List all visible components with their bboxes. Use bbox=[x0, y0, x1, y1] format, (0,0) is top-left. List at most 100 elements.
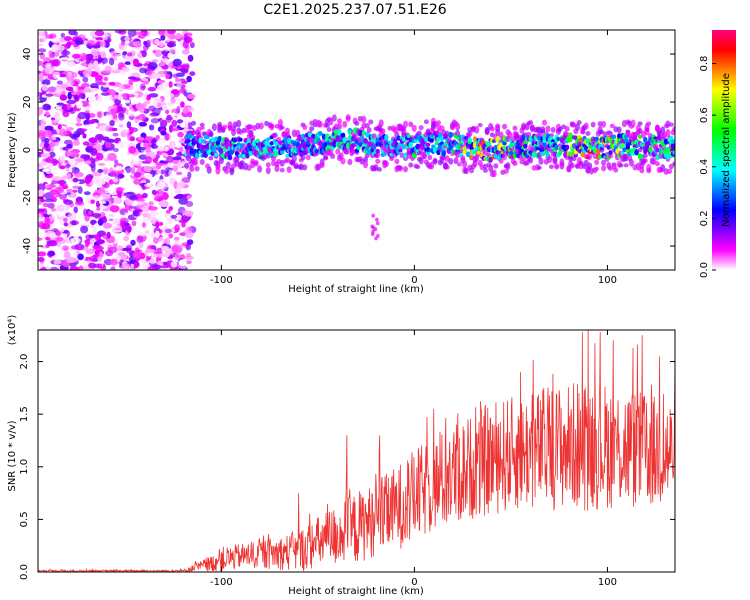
noise-blob bbox=[156, 181, 166, 190]
noise-blob bbox=[134, 247, 140, 254]
band-halo bbox=[274, 164, 280, 173]
noise-blob bbox=[78, 265, 84, 270]
noise-blob bbox=[40, 37, 47, 42]
noise-blob bbox=[38, 263, 42, 269]
noise-blob bbox=[90, 219, 97, 225]
band-cell bbox=[665, 153, 671, 160]
spectrogram-x-ticks: -100 0 100 bbox=[210, 30, 617, 286]
noise-blob bbox=[154, 230, 160, 239]
band-halo bbox=[458, 149, 464, 154]
band-halo bbox=[569, 162, 575, 169]
noise-blob bbox=[52, 210, 61, 215]
noise-blob bbox=[164, 87, 172, 94]
band-halo bbox=[456, 162, 462, 167]
band-cell bbox=[283, 136, 288, 143]
noise-blob bbox=[97, 168, 104, 173]
noise-blob bbox=[123, 212, 129, 217]
band-halo bbox=[512, 125, 518, 131]
noise-blob bbox=[171, 119, 178, 127]
noise-blob bbox=[143, 63, 149, 67]
band-halo bbox=[540, 126, 546, 133]
noise-blob bbox=[124, 99, 131, 104]
noise-blob bbox=[75, 158, 85, 163]
noise-blob bbox=[92, 244, 100, 249]
band-halo bbox=[536, 165, 542, 170]
band-halo bbox=[279, 125, 285, 130]
band-cell bbox=[592, 148, 598, 154]
noise-blob bbox=[187, 171, 192, 180]
snr-series-line bbox=[38, 330, 675, 572]
band-halo bbox=[576, 120, 582, 125]
band-halo bbox=[495, 123, 501, 129]
noise-blob bbox=[180, 122, 186, 128]
snr-y-tick-label: 0.5 bbox=[19, 511, 30, 527]
faint-feature bbox=[375, 217, 379, 222]
noise-blob bbox=[121, 263, 130, 270]
noise-blob bbox=[47, 202, 55, 209]
band-halo bbox=[354, 121, 360, 126]
noise-blob bbox=[180, 64, 188, 69]
noise-blob bbox=[85, 112, 91, 121]
noise-blob bbox=[97, 162, 106, 167]
noise-blob bbox=[130, 239, 136, 246]
noise-blob bbox=[115, 53, 125, 60]
noise-blob bbox=[167, 30, 176, 35]
band-cell bbox=[643, 136, 648, 143]
noise-blob bbox=[60, 57, 70, 61]
noise-blob bbox=[71, 220, 77, 226]
noise-blob bbox=[85, 109, 90, 114]
band-halo bbox=[347, 158, 353, 166]
noise-blob bbox=[63, 199, 73, 205]
band-cell bbox=[266, 137, 271, 142]
colorbar-tick-label: 0.8 bbox=[699, 56, 710, 72]
noise-blob bbox=[116, 186, 124, 195]
band-halo bbox=[489, 126, 495, 132]
noise-blob bbox=[95, 133, 104, 141]
band-cell bbox=[568, 132, 573, 139]
noise-blob bbox=[155, 221, 160, 229]
noise-blob bbox=[71, 167, 78, 171]
noise-blob bbox=[66, 80, 75, 86]
band-halo bbox=[415, 164, 421, 170]
noise-blob bbox=[63, 250, 71, 259]
band-halo bbox=[623, 163, 629, 168]
band-halo bbox=[616, 126, 622, 134]
band-halo bbox=[601, 120, 607, 128]
noise-blob bbox=[120, 71, 126, 76]
noise-blob bbox=[46, 210, 52, 216]
noise-blob bbox=[70, 237, 81, 244]
band-cell bbox=[194, 152, 200, 159]
band-cell bbox=[467, 137, 473, 143]
noise-blob bbox=[138, 154, 148, 160]
band-cell bbox=[425, 146, 431, 153]
noise-blob bbox=[94, 233, 100, 242]
noise-blob bbox=[88, 262, 97, 269]
band-halo bbox=[590, 121, 596, 128]
noise-blob bbox=[170, 97, 176, 104]
band-halo bbox=[672, 161, 675, 167]
noise-blob bbox=[146, 252, 154, 257]
noise-blob bbox=[124, 61, 131, 65]
noise-blob bbox=[48, 53, 56, 59]
noise-blob bbox=[45, 236, 51, 241]
noise-blob bbox=[136, 235, 144, 244]
noise-blob bbox=[93, 223, 100, 229]
band-halo bbox=[474, 125, 480, 134]
band-halo bbox=[397, 166, 403, 172]
noise-blob bbox=[180, 68, 189, 73]
noise-blob bbox=[176, 105, 181, 114]
noise-blob bbox=[52, 71, 61, 80]
band-halo bbox=[654, 161, 660, 167]
noise-blob bbox=[165, 209, 171, 214]
faint-feature bbox=[375, 221, 380, 226]
band-halo bbox=[236, 119, 242, 128]
noise-blob bbox=[59, 94, 68, 101]
noise-blob bbox=[62, 233, 68, 238]
noise-blob bbox=[95, 152, 104, 161]
noise-blob bbox=[112, 218, 121, 225]
noise-blob bbox=[89, 181, 95, 186]
noise-blob bbox=[114, 159, 119, 165]
noise-blob bbox=[128, 126, 134, 135]
noise-blob bbox=[174, 32, 183, 40]
noise-blob bbox=[51, 176, 62, 182]
